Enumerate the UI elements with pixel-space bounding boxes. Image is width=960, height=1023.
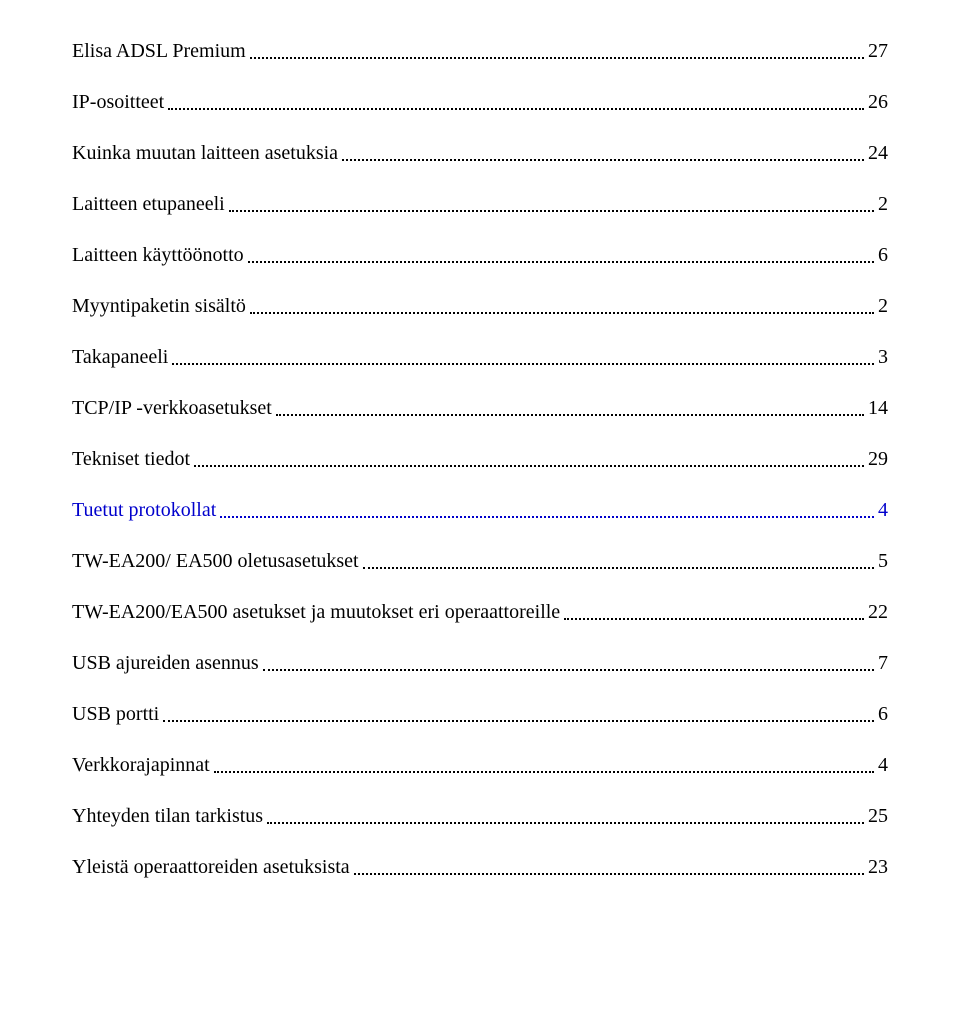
toc-page-number: 5 xyxy=(878,550,888,573)
toc-page-number: 26 xyxy=(868,91,888,114)
toc-leader-dots xyxy=(354,857,864,875)
toc-leader-dots xyxy=(363,551,874,569)
toc-leader-dots xyxy=(163,704,874,722)
toc-title: USB portti xyxy=(72,703,159,726)
toc-page-number: 25 xyxy=(868,805,888,828)
toc-leader-dots xyxy=(564,602,864,620)
toc-title: TCP/IP -verkkoasetukset xyxy=(72,397,272,420)
toc-entry: Takapaneeli 3 xyxy=(72,346,888,369)
toc-page-number: 3 xyxy=(878,346,888,369)
toc-entry: Yleistä operaattoreiden asetuksista 23 xyxy=(72,856,888,879)
toc-page-number: 2 xyxy=(878,193,888,216)
toc-title: USB ajureiden asennus xyxy=(72,652,259,675)
toc-entry: Kuinka muutan laitteen asetuksia 24 xyxy=(72,142,888,165)
toc-entry: Elisa ADSL Premium 27 xyxy=(72,40,888,63)
toc-leader-dots xyxy=(220,500,874,518)
toc-entry: TW-EA200/EA500 asetukset ja muutokset er… xyxy=(72,601,888,624)
toc-entry: Tekniset tiedot 29 xyxy=(72,448,888,471)
toc-title: TW-EA200/EA500 asetukset ja muutokset er… xyxy=(72,601,560,624)
toc-leader-dots xyxy=(214,755,874,773)
toc-leader-dots xyxy=(194,449,864,467)
toc-leader-dots xyxy=(342,143,864,161)
toc-entry: TW-EA200/ EA500 oletusasetukset 5 xyxy=(72,550,888,573)
toc-page-number: 7 xyxy=(878,652,888,675)
toc-entry: Yhteyden tilan tarkistus 25 xyxy=(72,805,888,828)
toc-page-number: 27 xyxy=(868,40,888,63)
toc-leader-dots xyxy=(168,92,864,110)
toc-leader-dots xyxy=(248,245,874,263)
toc-entry: Laitteen käyttöönotto 6 xyxy=(72,244,888,267)
toc-page-number: 6 xyxy=(878,703,888,726)
toc-entry: Verkkorajapinnat 4 xyxy=(72,754,888,777)
toc-leader-dots xyxy=(250,296,874,314)
toc-entry-link[interactable]: Tuetut protokollat 4 xyxy=(72,499,888,522)
toc-entry: USB ajureiden asennus 7 xyxy=(72,652,888,675)
table-of-contents: Elisa ADSL Premium27IP-osoitteet26Kuinka… xyxy=(72,40,888,879)
toc-title: Yleistä operaattoreiden asetuksista xyxy=(72,856,350,879)
toc-title: Verkkorajapinnat xyxy=(72,754,210,777)
toc-page-number: 14 xyxy=(868,397,888,420)
toc-leader-dots xyxy=(229,194,874,212)
toc-page-number: 4 xyxy=(878,754,888,777)
toc-entry: USB portti 6 xyxy=(72,703,888,726)
toc-title: Myyntipaketin sisältö xyxy=(72,295,246,318)
toc-page-number: 6 xyxy=(878,244,888,267)
toc-page-number: 23 xyxy=(868,856,888,879)
toc-title: Yhteyden tilan tarkistus xyxy=(72,805,263,828)
toc-title: IP-osoitteet xyxy=(72,91,164,114)
toc-title: Elisa ADSL Premium xyxy=(72,40,246,63)
toc-leader-dots xyxy=(263,653,874,671)
toc-page-number: 29 xyxy=(868,448,888,471)
toc-page-number: 22 xyxy=(868,601,888,624)
toc-title: Tuetut protokollat xyxy=(72,499,216,522)
toc-page-number: 24 xyxy=(868,142,888,165)
toc-page-number: 2 xyxy=(878,295,888,318)
toc-leader-dots xyxy=(250,41,864,59)
toc-leader-dots xyxy=(276,398,864,416)
toc-entry: TCP/IP -verkkoasetukset 14 xyxy=(72,397,888,420)
toc-title: Kuinka muutan laitteen asetuksia xyxy=(72,142,338,165)
toc-title: TW-EA200/ EA500 oletusasetukset xyxy=(72,550,359,573)
toc-leader-dots xyxy=(267,806,864,824)
toc-leader-dots xyxy=(172,347,874,365)
toc-entry: Laitteen etupaneeli 2 xyxy=(72,193,888,216)
toc-title: Tekniset tiedot xyxy=(72,448,190,471)
toc-entry: IP-osoitteet 26 xyxy=(72,91,888,114)
toc-title: Laitteen käyttöönotto xyxy=(72,244,244,267)
toc-title: Laitteen etupaneeli xyxy=(72,193,225,216)
toc-title: Takapaneeli xyxy=(72,346,168,369)
toc-entry: Myyntipaketin sisältö 2 xyxy=(72,295,888,318)
toc-page-number: 4 xyxy=(878,499,888,522)
